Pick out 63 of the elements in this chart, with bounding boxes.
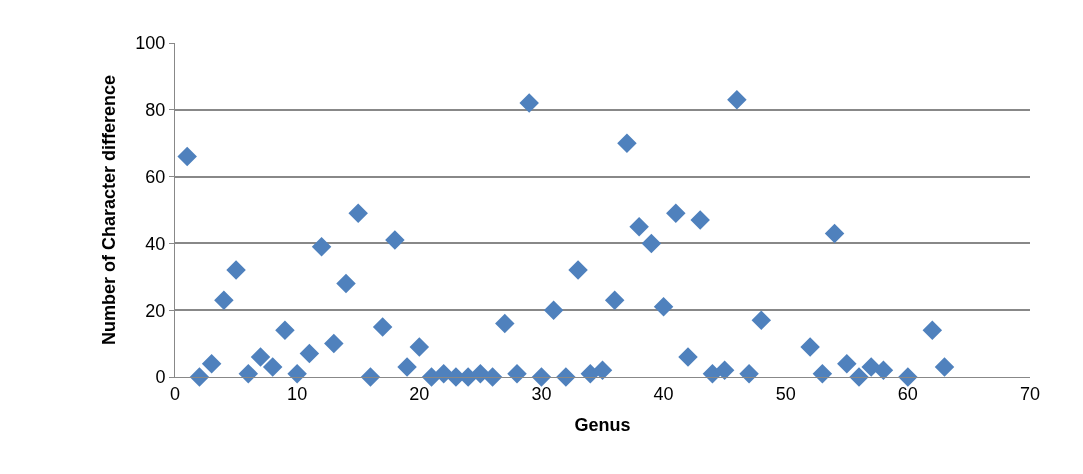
point bbox=[922, 320, 943, 340]
point bbox=[287, 363, 307, 384]
point bbox=[837, 353, 857, 374]
point bbox=[409, 337, 430, 357]
point bbox=[543, 300, 564, 320]
point bbox=[800, 337, 820, 357]
point bbox=[495, 313, 515, 334]
y-tick-label: 100 bbox=[135, 33, 166, 54]
point bbox=[690, 210, 710, 230]
point bbox=[226, 260, 246, 280]
point bbox=[873, 360, 894, 381]
y-tick-label: 80 bbox=[145, 100, 166, 121]
point bbox=[641, 233, 662, 254]
point bbox=[568, 260, 588, 280]
y-tick-label: 20 bbox=[145, 300, 166, 321]
point bbox=[397, 357, 417, 377]
point bbox=[275, 320, 295, 340]
point bbox=[531, 367, 552, 387]
point bbox=[324, 333, 344, 354]
point bbox=[629, 216, 649, 237]
point bbox=[592, 360, 613, 381]
point bbox=[507, 363, 527, 384]
point bbox=[751, 310, 772, 330]
point bbox=[214, 290, 234, 310]
y-axis-title: Number of Character difference bbox=[98, 74, 119, 346]
point bbox=[824, 223, 845, 244]
x-tick-label: 50 bbox=[775, 383, 796, 404]
point bbox=[604, 290, 625, 310]
point bbox=[519, 93, 539, 113]
point bbox=[714, 360, 735, 381]
point bbox=[189, 367, 210, 387]
point bbox=[385, 230, 405, 250]
point bbox=[812, 363, 833, 384]
point bbox=[262, 357, 283, 377]
point bbox=[360, 367, 381, 387]
x-tick-label: 70 bbox=[1019, 383, 1041, 404]
point bbox=[372, 317, 393, 337]
x-axis-title: Genus bbox=[574, 414, 631, 435]
point bbox=[311, 236, 332, 257]
point bbox=[653, 297, 674, 317]
point bbox=[934, 357, 955, 377]
point bbox=[727, 90, 747, 110]
y-tick-label: 0 bbox=[155, 367, 166, 388]
point bbox=[201, 353, 222, 374]
point bbox=[678, 347, 698, 367]
point bbox=[238, 363, 259, 384]
point bbox=[348, 203, 368, 224]
point bbox=[177, 146, 197, 167]
x-tick-label: 20 bbox=[409, 383, 430, 404]
x-tick-label: 40 bbox=[653, 383, 674, 404]
y-tick-label: 40 bbox=[145, 233, 166, 254]
x-tick-label: 60 bbox=[897, 383, 918, 404]
point bbox=[336, 273, 356, 294]
point bbox=[739, 363, 759, 384]
point bbox=[617, 133, 637, 153]
point bbox=[299, 343, 320, 364]
point bbox=[482, 367, 503, 387]
x-tick-label: 10 bbox=[287, 383, 308, 404]
point bbox=[666, 203, 686, 224]
x-tick-label: 30 bbox=[531, 383, 552, 404]
point bbox=[250, 347, 271, 367]
y-tick-label: 60 bbox=[145, 166, 166, 187]
x-tick-label: 0 bbox=[169, 383, 181, 404]
